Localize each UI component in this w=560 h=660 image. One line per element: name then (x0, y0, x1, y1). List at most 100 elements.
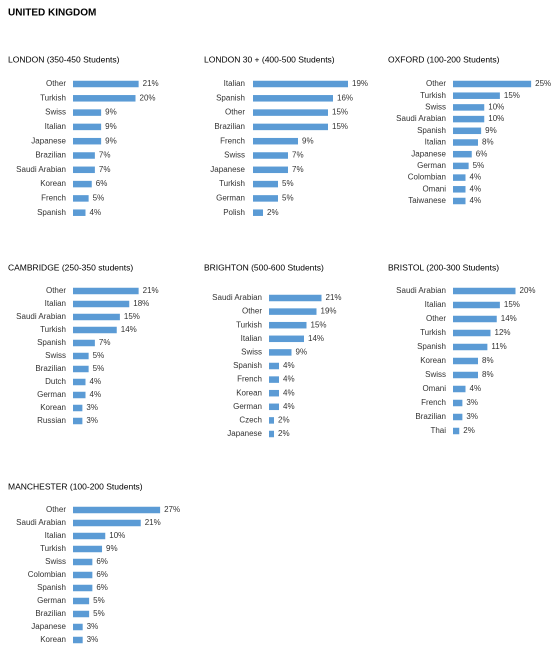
bar (269, 308, 317, 315)
category-label: German (37, 596, 66, 605)
bar (73, 109, 102, 116)
value-label: 9% (105, 108, 117, 117)
category-label: Turkish (236, 320, 262, 329)
bar (453, 186, 466, 193)
value-label: 6% (96, 570, 108, 579)
value-label: 10% (488, 114, 504, 123)
category-label: Other (426, 79, 446, 88)
value-label: 15% (332, 108, 348, 117)
value-label: 10% (488, 103, 504, 112)
category-label: Other (46, 286, 66, 295)
category-label: Saudi Arabian (16, 165, 66, 174)
bar (73, 506, 161, 514)
bar (453, 287, 516, 295)
value-label: 8% (482, 356, 494, 365)
value-label: 14% (308, 334, 324, 343)
value-label: 15% (311, 320, 327, 329)
value-label: 2% (267, 208, 279, 217)
value-label: 2% (278, 429, 290, 438)
bar (73, 545, 103, 553)
bar (73, 195, 89, 202)
bar (253, 209, 263, 216)
category-label: Other (46, 505, 66, 514)
category-label: Korean (40, 403, 66, 412)
value-label: 4% (283, 361, 295, 370)
value-label: 4% (470, 384, 482, 393)
value-label: 3% (87, 622, 99, 631)
value-label: 21% (143, 79, 159, 88)
category-label: Saudi Arabian (16, 312, 66, 321)
category-label: Swiss (45, 108, 66, 117)
value-label: 7% (292, 151, 304, 160)
bar (453, 162, 469, 170)
value-label: 9% (106, 544, 118, 553)
category-label: French (220, 136, 245, 145)
value-label: 2% (278, 416, 290, 425)
value-label: 7% (99, 338, 111, 347)
category-label: Spanish (37, 338, 66, 347)
bar (73, 404, 83, 412)
bar (269, 294, 322, 302)
bar (73, 352, 89, 360)
category-label: Swiss (425, 370, 446, 379)
bar (453, 197, 466, 205)
value-label: 11% (491, 342, 506, 351)
category-label: Spanish (417, 126, 446, 135)
value-label: 4% (283, 388, 295, 397)
category-label: Polish (223, 208, 245, 217)
chart-title: CAMBRIDGE (250-350 students) (8, 262, 133, 272)
value-label: 4% (90, 390, 102, 399)
category-label: Other (46, 79, 66, 88)
category-label: Turkish (40, 544, 66, 553)
value-label: 6% (476, 149, 488, 158)
category-label: Other (225, 108, 245, 117)
category-label: Korean (40, 635, 66, 644)
bar (453, 399, 463, 407)
category-label: Italian (45, 299, 66, 308)
bar (453, 150, 472, 158)
bar (453, 343, 488, 351)
category-label: Italian (45, 122, 66, 131)
bar (269, 389, 279, 397)
category-label: French (41, 194, 66, 203)
value-label: 4% (90, 377, 102, 386)
category-label: Spanish (233, 361, 262, 370)
category-label: Swiss (425, 103, 446, 112)
bar (73, 584, 93, 592)
bar (73, 532, 106, 540)
bar (73, 417, 83, 425)
value-label: 5% (93, 364, 105, 373)
value-label: 8% (482, 370, 494, 379)
category-label: Turkish (420, 328, 446, 337)
bar (453, 385, 466, 393)
bar (253, 123, 328, 131)
value-label: 25% (535, 79, 551, 88)
category-label: Omani (422, 184, 446, 193)
bar (453, 80, 532, 88)
category-label: Omani (422, 384, 446, 393)
category-label: Turkish (40, 325, 66, 334)
value-label: 20% (140, 93, 156, 102)
bar (253, 195, 278, 202)
bar (73, 365, 89, 373)
bar (269, 376, 279, 383)
value-label: 9% (296, 348, 308, 357)
category-label: Other (242, 307, 262, 316)
value-label: 10% (109, 531, 125, 540)
value-label: 5% (93, 609, 105, 618)
value-label: 15% (332, 122, 348, 131)
category-label: Brazilian (35, 364, 66, 373)
bar (453, 174, 466, 181)
bar (453, 139, 478, 146)
bar (269, 417, 274, 424)
bar (73, 300, 130, 308)
value-label: 3% (86, 403, 98, 412)
value-label: 15% (504, 300, 520, 309)
category-label: Japanese (31, 136, 66, 145)
category-label: Russian (37, 416, 66, 425)
value-label: 3% (87, 635, 99, 644)
chart-title: MANCHESTER (100-200 Students) (8, 481, 143, 491)
category-label: Spanish (216, 93, 245, 102)
value-label: 16% (337, 93, 353, 102)
